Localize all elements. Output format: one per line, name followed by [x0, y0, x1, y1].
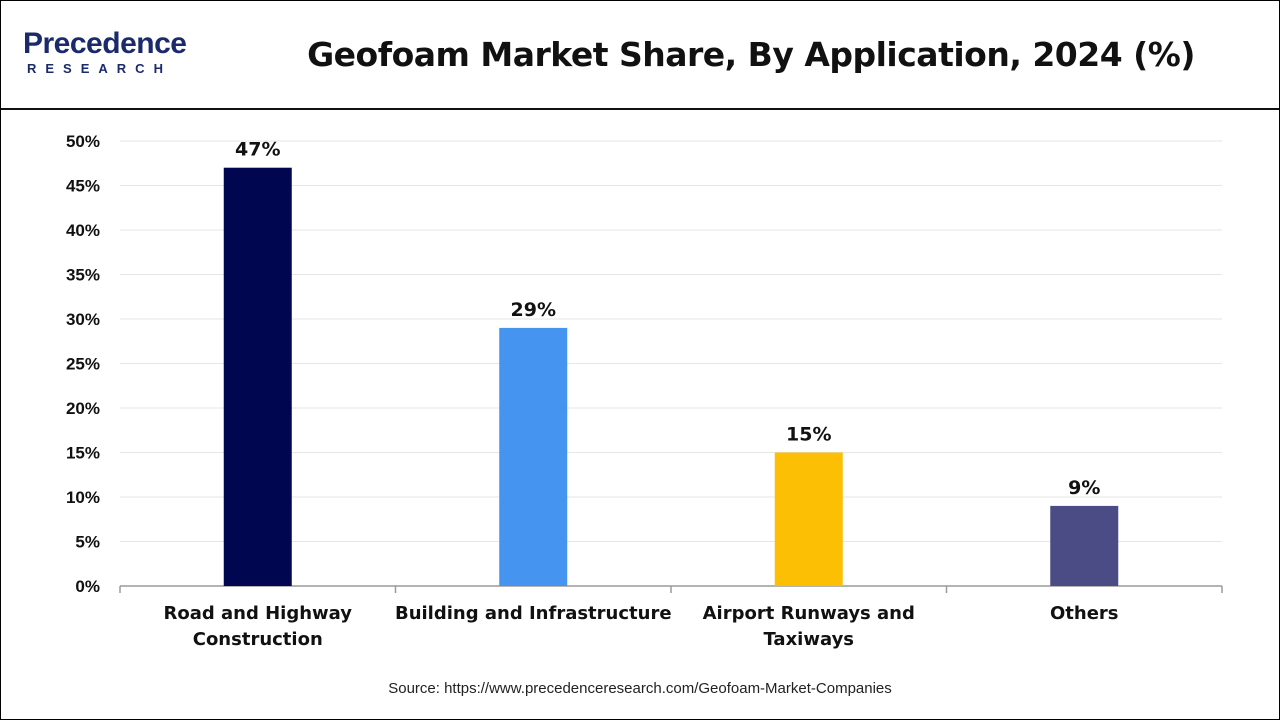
y-tick-label: 50% [66, 132, 100, 151]
bar-2 [499, 327, 568, 586]
data-label: 47% [235, 139, 280, 161]
category-label: Building and Infrastructure [395, 603, 672, 624]
category-label: Road and Highway [163, 603, 352, 624]
y-tick-label: 5% [75, 533, 100, 552]
bar-1 [223, 167, 292, 586]
y-tick-label: 45% [66, 177, 100, 196]
y-tick-label: 40% [66, 221, 100, 240]
y-tick-label: 20% [66, 399, 100, 418]
brand-name: Precedence [23, 27, 187, 60]
data-label: 29% [511, 299, 556, 321]
chart-title: Geofoam Market Share, By Application, 20… [307, 35, 1195, 74]
category-label: Others [1050, 603, 1119, 624]
y-tick-label: 35% [66, 266, 100, 285]
data-label: 15% [786, 424, 831, 446]
data-label: 9% [1068, 477, 1100, 499]
y-tick-label: 0% [75, 577, 100, 596]
bar-chart: 0% 5% 10% 15% 20% 25% 30% 35% 40% 45% 50% 47% Road a… [66, 132, 1223, 650]
category-label: Taxiways [763, 629, 854, 650]
y-tick-label: 10% [66, 488, 100, 507]
brand-tagline: RESEARCH [27, 61, 172, 76]
header: Precedence RESEARCH Geofoam Market Share… [1, 1, 1279, 110]
y-tick-label: 15% [66, 444, 100, 463]
y-tick-label: 30% [66, 310, 100, 329]
y-tick-label: 25% [66, 355, 100, 374]
bar-3 [774, 452, 843, 586]
category-label: Construction [193, 629, 323, 650]
source-note: Source: https://www.precedenceresearch.c… [388, 680, 892, 697]
bar-4 [1050, 505, 1119, 586]
category-label: Airport Runways and [703, 603, 915, 624]
